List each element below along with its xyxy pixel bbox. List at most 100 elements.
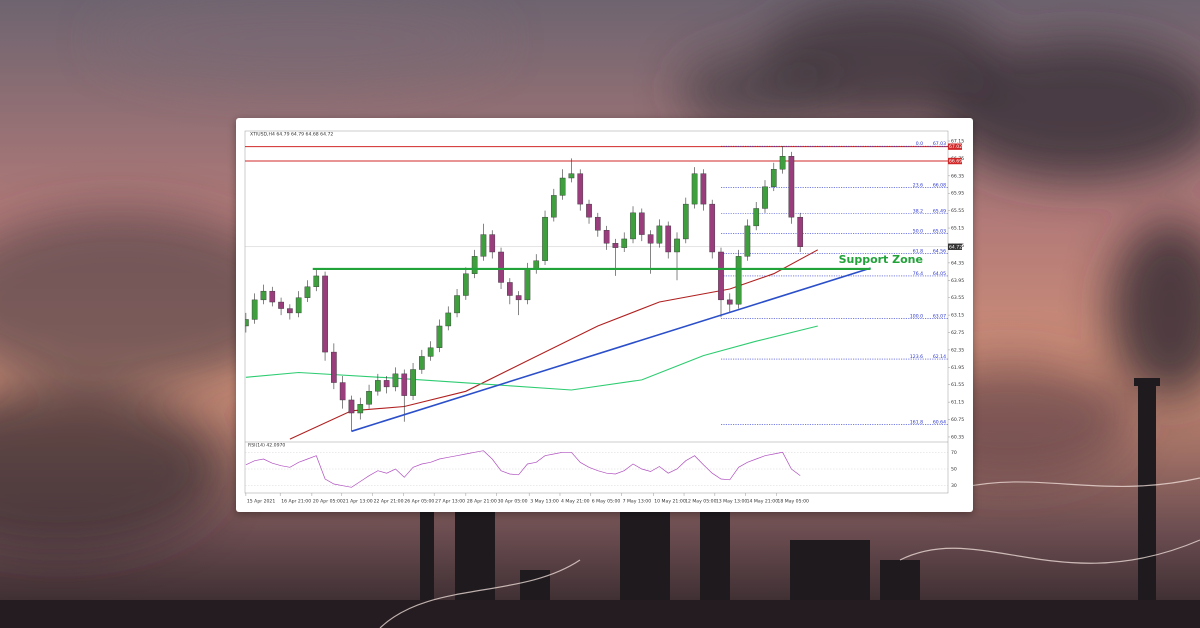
resistance-label: 66.69 [949, 159, 962, 165]
y-tick-label: 66.35 [951, 173, 964, 179]
x-tick-label: 6 May 05:00 [592, 499, 621, 505]
y-tick-label: 61.55 [951, 382, 964, 388]
fib-ratio: 76.4 [913, 271, 923, 277]
y-tick-label: 63.55 [951, 295, 964, 301]
candle-body [463, 273, 469, 296]
candle-body [339, 382, 346, 401]
x-tick-label: 13 May 13:00 [716, 499, 748, 505]
candle-body [630, 212, 636, 240]
candle-body [383, 380, 390, 388]
candle-body [744, 225, 751, 257]
candle-body [375, 380, 381, 392]
candle-body [445, 312, 452, 327]
candle-body [770, 169, 777, 187]
fib-price: 60.64 [933, 419, 946, 425]
x-tick-label: 30 Apr 05:00 [498, 499, 528, 505]
fib-ratio: 123.6 [910, 354, 923, 360]
candle-body [480, 234, 487, 257]
candle-body [313, 275, 320, 288]
candle-body [348, 399, 355, 414]
candle-body [419, 356, 425, 370]
rsi-tick-label: 50 [951, 467, 957, 473]
candle-body [709, 203, 716, 253]
fib-price: 66.08 [933, 183, 946, 189]
axes: 67.1566.7566.3565.9565.5565.1564.7564.35… [245, 139, 964, 505]
fib-ratio: 61.8 [913, 249, 923, 255]
rsi-label: RSI(14) 42.0970 [248, 443, 285, 449]
candle-body [788, 156, 795, 218]
candle-body [762, 186, 768, 209]
candle-body [436, 325, 443, 348]
fib-ratio: 23.6 [913, 183, 923, 189]
price-tag [948, 157, 962, 165]
candle-body [638, 212, 645, 235]
candle-body [779, 156, 786, 170]
candle-body [489, 234, 496, 253]
fib-price: 65.03 [933, 228, 946, 234]
x-tick-label: 21 Apr 13:00 [343, 499, 373, 505]
candle-body [621, 238, 628, 248]
moving-average [289, 249, 819, 440]
price-plot [245, 145, 948, 440]
x-tick-label: 18 May 05:00 [777, 499, 809, 505]
candle-body [506, 282, 513, 296]
chart-card [236, 118, 973, 512]
x-tick-label: 3 May 13:00 [530, 499, 559, 505]
candle-body [691, 173, 698, 205]
y-tick-label: 61.15 [951, 400, 964, 406]
fib-ratio: 161.8 [910, 419, 923, 425]
candle-body [454, 295, 460, 314]
y-tick-label: 60.75 [951, 417, 964, 423]
y-tick-label: 62.75 [951, 330, 964, 336]
price-tag [948, 143, 962, 150]
y-tick-label: 63.95 [951, 278, 964, 284]
moving-average [245, 325, 818, 391]
price-tag [948, 243, 962, 250]
fib-ratio: 0.0 [916, 141, 923, 147]
candle-body [392, 373, 399, 388]
candle-body [357, 404, 364, 414]
refinery-silhouette [0, 378, 1200, 628]
candle-body [612, 243, 619, 248]
candle-body [735, 256, 742, 305]
y-tick-label: 62.35 [951, 347, 964, 353]
resistance-label: 67.02 [949, 144, 962, 150]
candle-body [647, 234, 654, 244]
chart-title: XTIUSD,H4 64.79 64.79 64.68 64.72 [250, 132, 333, 138]
x-tick-label: 10 May 21:00 [654, 499, 686, 505]
candle-body [278, 301, 284, 309]
fib-price: 62.14 [933, 354, 946, 360]
fib-price: 64.05 [933, 271, 946, 277]
fib-price: 63.07 [933, 314, 946, 320]
candle-body [718, 251, 724, 301]
support-label: Support Zone [839, 253, 923, 266]
x-tick-label: 20 Apr 05:00 [313, 499, 343, 505]
candle-body [550, 195, 557, 218]
x-tick-label: 27 Apr 13:00 [435, 499, 465, 505]
candle-body [304, 286, 311, 298]
candle-body [682, 203, 689, 240]
candle-body [471, 256, 478, 274]
candle-body [656, 225, 663, 244]
x-tick-label: 28 Apr 21:00 [467, 499, 497, 505]
x-tick-label: 7 May 13:00 [623, 499, 652, 505]
candle-body [594, 216, 601, 231]
candle-body [542, 216, 548, 261]
candle-body [726, 299, 733, 305]
candle-body [260, 290, 267, 301]
x-tick-label: 16 Apr 21:00 [281, 499, 311, 505]
y-tick-label: 61.95 [951, 365, 964, 371]
x-tick-label: 14 May 21:00 [747, 499, 779, 505]
rsi-tick-label: 70 [951, 450, 957, 456]
plot-frame [244, 130, 949, 494]
candle-body [674, 238, 680, 253]
y-tick-label: 63.15 [951, 313, 964, 319]
x-tick-label: 15 Apr 2021 [247, 499, 275, 505]
y-tick-label: 60.35 [951, 434, 964, 440]
candle-body [603, 230, 610, 244]
candle-body [410, 369, 416, 396]
candle-body [515, 295, 522, 301]
fib-ratio: 38.2 [913, 208, 923, 214]
